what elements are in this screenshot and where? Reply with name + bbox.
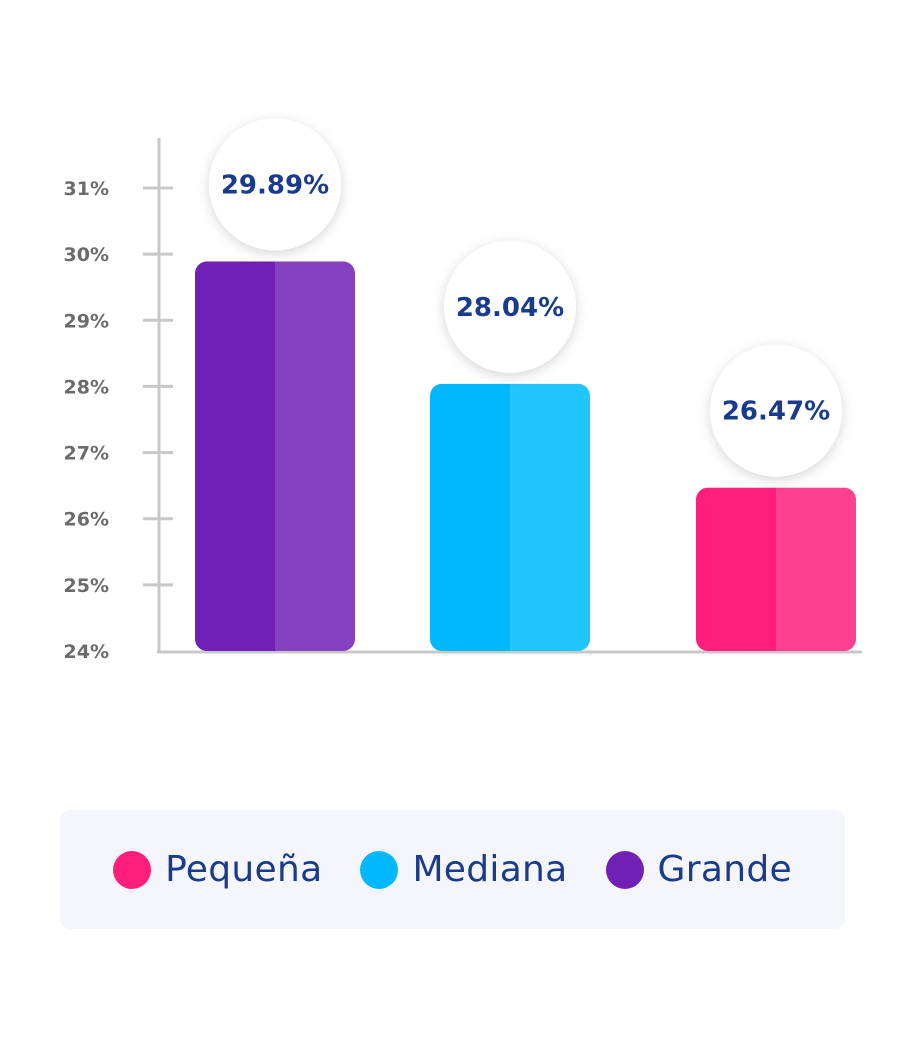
y-tick-label: 29% [64, 310, 109, 332]
value-label: 26.47% [722, 397, 830, 427]
bar-left-half [195, 261, 275, 651]
bar-chart: 24% 25% 26% 27% 28% 29% 30% 31% 29.89% 28.04% 26.… [64, 118, 862, 663]
bar-left-half [696, 487, 776, 651]
bar-right-half [275, 261, 355, 651]
value-bubble [209, 118, 341, 251]
legend-label-grande: Grande [657, 849, 792, 890]
value-bubble [710, 344, 842, 477]
legend-label-pequena: Pequeña [165, 849, 323, 890]
legend-label-mediana: Mediana [412, 849, 568, 890]
bar-mediana [430, 383, 590, 651]
value-label: 29.89% [221, 170, 329, 200]
y-tick-label: 26% [64, 509, 109, 531]
legend: Pequeña Mediana Grande [60, 810, 845, 929]
legend-item-mediana: Mediana [360, 849, 567, 890]
legend-item-grande: Grande [605, 849, 792, 890]
value-label: 28.04% [456, 293, 564, 323]
y-tick-label: 24% [64, 641, 109, 663]
legend-dot-mediana [360, 850, 399, 889]
y-tick-label: 27% [64, 443, 109, 465]
legend-dot-grande [605, 850, 644, 889]
value-bubble [444, 240, 576, 373]
bar-right-half [776, 487, 856, 651]
y-tick-label: 25% [64, 575, 109, 597]
bar-right-half [510, 383, 590, 651]
bar-grande [195, 261, 355, 651]
y-tick-label: 28% [64, 376, 109, 398]
legend-dot-pequena [113, 850, 152, 889]
y-tick-label: 30% [64, 244, 109, 266]
legend-item-pequena: Pequeña [113, 849, 322, 890]
y-tick-label: 31% [64, 178, 109, 200]
bar-pequena [696, 487, 856, 651]
bar-left-half [430, 383, 510, 651]
